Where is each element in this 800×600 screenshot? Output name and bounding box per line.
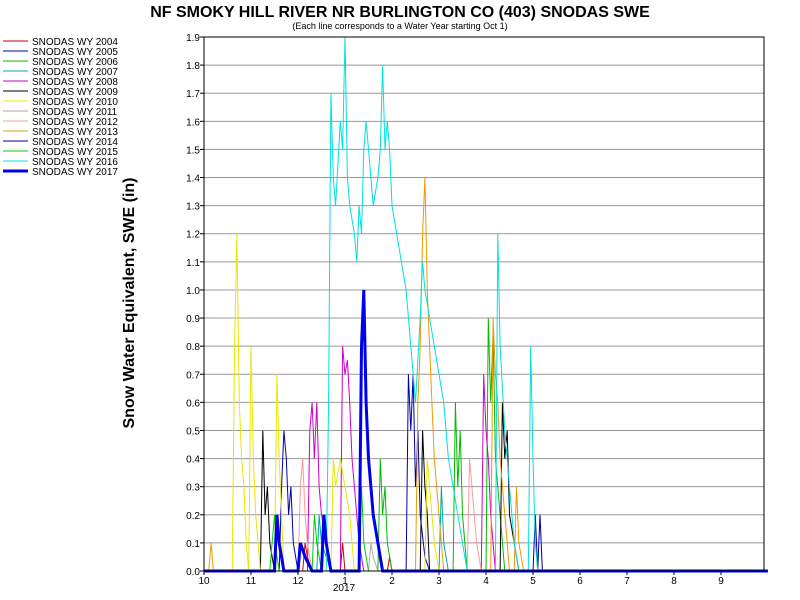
y-tick-label: 1.9	[186, 33, 200, 44]
x-tick-label: 7	[624, 576, 630, 587]
legend-entry: SNODAS WY 2010	[32, 97, 118, 108]
y-tick-label: 0.0	[186, 567, 200, 578]
y-tick-label: 1.1	[186, 258, 200, 269]
x-tick-label: 12	[292, 576, 304, 587]
y-tick-label: 0.1	[186, 539, 200, 550]
x-tick-label: 1	[342, 576, 348, 587]
y-tick-label: 1.0	[186, 286, 200, 297]
y-tick-label: 1.2	[186, 230, 200, 241]
y-tick-label: 0.6	[186, 398, 200, 409]
legend-entry: SNODAS WY 2013	[32, 127, 118, 138]
x-axis-ticks: 10 11 12 1 2 3 4 5 6 7 8 9	[198, 571, 724, 587]
y-tick-label: 1.8	[186, 61, 200, 72]
x-tick-label: 9	[718, 576, 724, 587]
legend-entry: SNODAS WY 2005	[32, 47, 118, 58]
series-line	[204, 36, 768, 572]
y-tick-label: 0.5	[186, 426, 200, 437]
x-tick-label: 6	[577, 576, 583, 587]
series-line	[204, 486, 768, 572]
y-tick-label: 0.9	[186, 314, 200, 325]
legend-entry: SNODAS WY 2004	[32, 37, 118, 48]
year-label: 2017	[333, 583, 356, 594]
legend-entry: SNODAS WY 2009	[32, 87, 118, 98]
y-tick-label: 1.7	[186, 89, 200, 100]
legend-entry: SNODAS WY 2017	[32, 167, 118, 178]
legend-entry: SNODAS WY 2012	[32, 117, 118, 128]
series-line	[204, 233, 768, 572]
y-axis-ticks: 0.0 0.1 0.2 0.3 0.4 0.5 0.6 0.7 0.8 0.9 1.0 1.1 1.2 1…	[186, 33, 204, 578]
legend-entry: SNODAS WY 2016	[32, 157, 118, 168]
y-tick-label: 1.5	[186, 145, 200, 156]
y-tick-label: 1.4	[186, 174, 200, 185]
x-tick-label: 3	[436, 576, 442, 587]
y-tick-label: 1.6	[186, 117, 200, 128]
legend-entry: SNODAS WY 2015	[32, 147, 118, 158]
y-tick-label: 0.7	[186, 370, 200, 381]
y-axis-label: Snow Water Equivalent, SWE (in)	[121, 178, 138, 429]
y-tick-label: 0.2	[186, 511, 200, 522]
grid	[204, 36, 764, 544]
chart-title: NF SMOKY HILL RIVER NR BURLINGTON CO (40…	[150, 4, 650, 21]
legend-entry: SNODAS WY 2006	[32, 57, 118, 68]
series-line	[204, 346, 768, 572]
y-tick-label: 0.8	[186, 342, 200, 353]
chart-subtitle: (Each line corresponds to a Water Year s…	[292, 21, 507, 31]
x-tick-label: 10	[198, 576, 210, 587]
legend-entry: SNODAS WY 2011	[32, 107, 118, 118]
legend-entry: SNODAS WY 2008	[32, 77, 118, 88]
legend-entry: SNODAS WY 2007	[32, 67, 118, 78]
series-lines	[204, 36, 768, 573]
y-tick-label: 0.3	[186, 483, 200, 494]
x-tick-label: 8	[671, 576, 677, 587]
x-tick-label: 11	[246, 576, 257, 587]
x-tick-label: 4	[483, 576, 489, 587]
y-tick-label: 1.3	[186, 202, 200, 213]
y-tick-label: 0.4	[186, 455, 200, 466]
series-line	[204, 318, 768, 572]
x-tick-label: 2	[389, 576, 395, 587]
plot-frame	[203, 36, 765, 572]
legend-entry: SNODAS WY 2014	[32, 137, 118, 148]
series-line	[204, 289, 768, 573]
x-tick-label: 5	[530, 576, 536, 587]
